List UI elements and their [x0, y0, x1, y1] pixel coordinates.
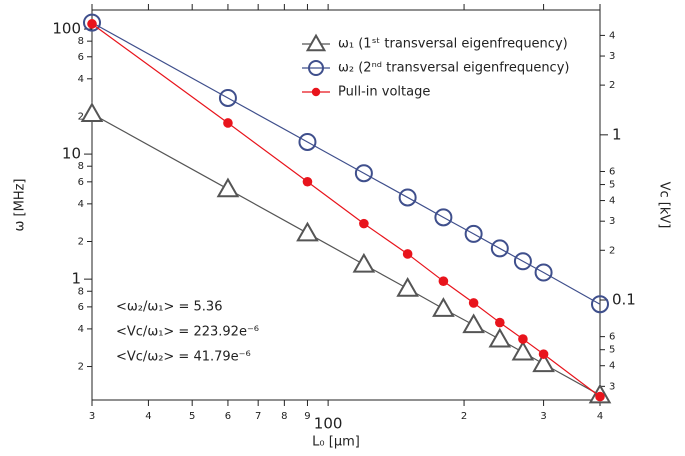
circle-marker — [490, 239, 509, 258]
y-axis-label: ω [MHz] — [13, 179, 28, 232]
triangle-marker — [432, 297, 455, 317]
y2-tick-label: 0.1 — [612, 290, 636, 308]
circle-marker — [464, 224, 483, 243]
x-tick-label: 4 — [145, 411, 151, 422]
y2-tick-label: 3 — [609, 216, 615, 227]
x-tick-label: 2 — [461, 411, 467, 422]
circle-marker — [534, 263, 553, 282]
x-tick-label: 9 — [304, 411, 310, 422]
circle-marker — [434, 208, 453, 227]
circle-marker — [513, 252, 532, 271]
y2-tick-label: 4 — [609, 30, 615, 41]
x-tick-label: 4 — [597, 411, 603, 422]
triangle-marker — [80, 102, 104, 122]
y-tick-label: 4 — [78, 74, 84, 85]
dot-marker — [538, 349, 549, 359]
dot-marker — [302, 176, 313, 187]
triangle-marker — [305, 33, 327, 52]
circle-marker — [83, 13, 101, 32]
y2-tick-label: 6 — [609, 332, 615, 343]
circle-marker — [308, 60, 324, 76]
dot-marker — [87, 19, 97, 29]
triangle-marker — [216, 177, 240, 198]
y-tick-label: 10 — [62, 145, 81, 163]
triangle-marker — [511, 340, 535, 361]
triangle-marker — [488, 327, 512, 348]
x-tick-label: 6 — [225, 411, 231, 422]
dot-marker — [438, 276, 449, 286]
legend-label: Pull-in voltage — [338, 85, 430, 100]
annotation: <Vc/ω₁> = 223.92e⁻⁶ — [116, 325, 259, 340]
triangle-marker — [532, 352, 555, 373]
y-tick-label: 2 — [78, 236, 84, 247]
circle-marker — [218, 88, 237, 107]
y2-axis-label: Vc [kV] — [657, 182, 672, 229]
y2-tick-label: 1 — [612, 125, 622, 143]
triangle-marker — [352, 252, 376, 273]
y2-tick-label: 4 — [609, 196, 615, 207]
x-tick-label: 3 — [89, 411, 95, 422]
y-tick-label: 8 — [78, 36, 84, 47]
circle-marker — [298, 132, 317, 151]
dot-marker — [518, 334, 528, 344]
y-tick-label: 2 — [78, 111, 84, 122]
dot-marker — [359, 218, 369, 229]
triangle-marker — [296, 221, 319, 242]
dot-marker — [468, 298, 479, 308]
y2-tick-label: 2 — [609, 80, 615, 91]
y2-tick-label: 3 — [609, 51, 615, 62]
annotation: <ω₂/ω₁> = 5.36 — [116, 300, 222, 315]
y-tick-label: 4 — [78, 324, 84, 335]
x-tick-label: 5 — [189, 411, 195, 422]
x-tick-label: 3 — [540, 411, 546, 422]
x-tick-label: 7 — [255, 411, 261, 422]
legend-label: ω₁ (1ˢᵗ transversal eigenfrequency) — [338, 37, 568, 52]
y2-tick-label: 2 — [609, 245, 615, 256]
y2-tick-label: 5 — [609, 345, 615, 356]
y-tick-label: 6 — [78, 302, 84, 313]
dot-marker — [223, 118, 233, 128]
y-tick-label: 100 — [52, 20, 81, 38]
y2-tick-label: 4 — [609, 361, 615, 372]
y-tick-label: 6 — [78, 52, 84, 63]
y-tick-label: 6 — [78, 177, 84, 188]
annotation: <Vc/ω₂> = 41.79e⁻⁶ — [116, 350, 251, 365]
y-tick-label: 1 — [71, 270, 81, 288]
y-tick-label: 2 — [78, 362, 84, 373]
circle-marker — [354, 164, 373, 183]
y-tick-label: 4 — [78, 199, 84, 210]
y2-tick-label: 5 — [609, 180, 615, 191]
dot-marker — [311, 87, 321, 97]
x-tick-label: 100 — [314, 415, 343, 433]
dot-marker — [495, 317, 505, 328]
circle-marker — [591, 295, 609, 314]
dot-marker — [595, 391, 605, 402]
y2-tick-label: 6 — [609, 166, 615, 177]
x-tick-label: 8 — [281, 411, 287, 422]
dot-marker — [402, 249, 413, 259]
y2-tick-label: 3 — [609, 381, 615, 392]
triangle-marker — [462, 313, 485, 334]
legend-label: ω₂ (2ⁿᵈ transversal eigenfrequency) — [338, 61, 569, 76]
plot-frame — [91, 9, 601, 401]
y-tick-label: 8 — [78, 161, 84, 172]
x-axis-label: L₀ [μm] — [312, 435, 360, 450]
triangle-marker — [396, 276, 419, 297]
circle-marker — [398, 188, 417, 207]
y-tick-label: 8 — [78, 286, 84, 297]
